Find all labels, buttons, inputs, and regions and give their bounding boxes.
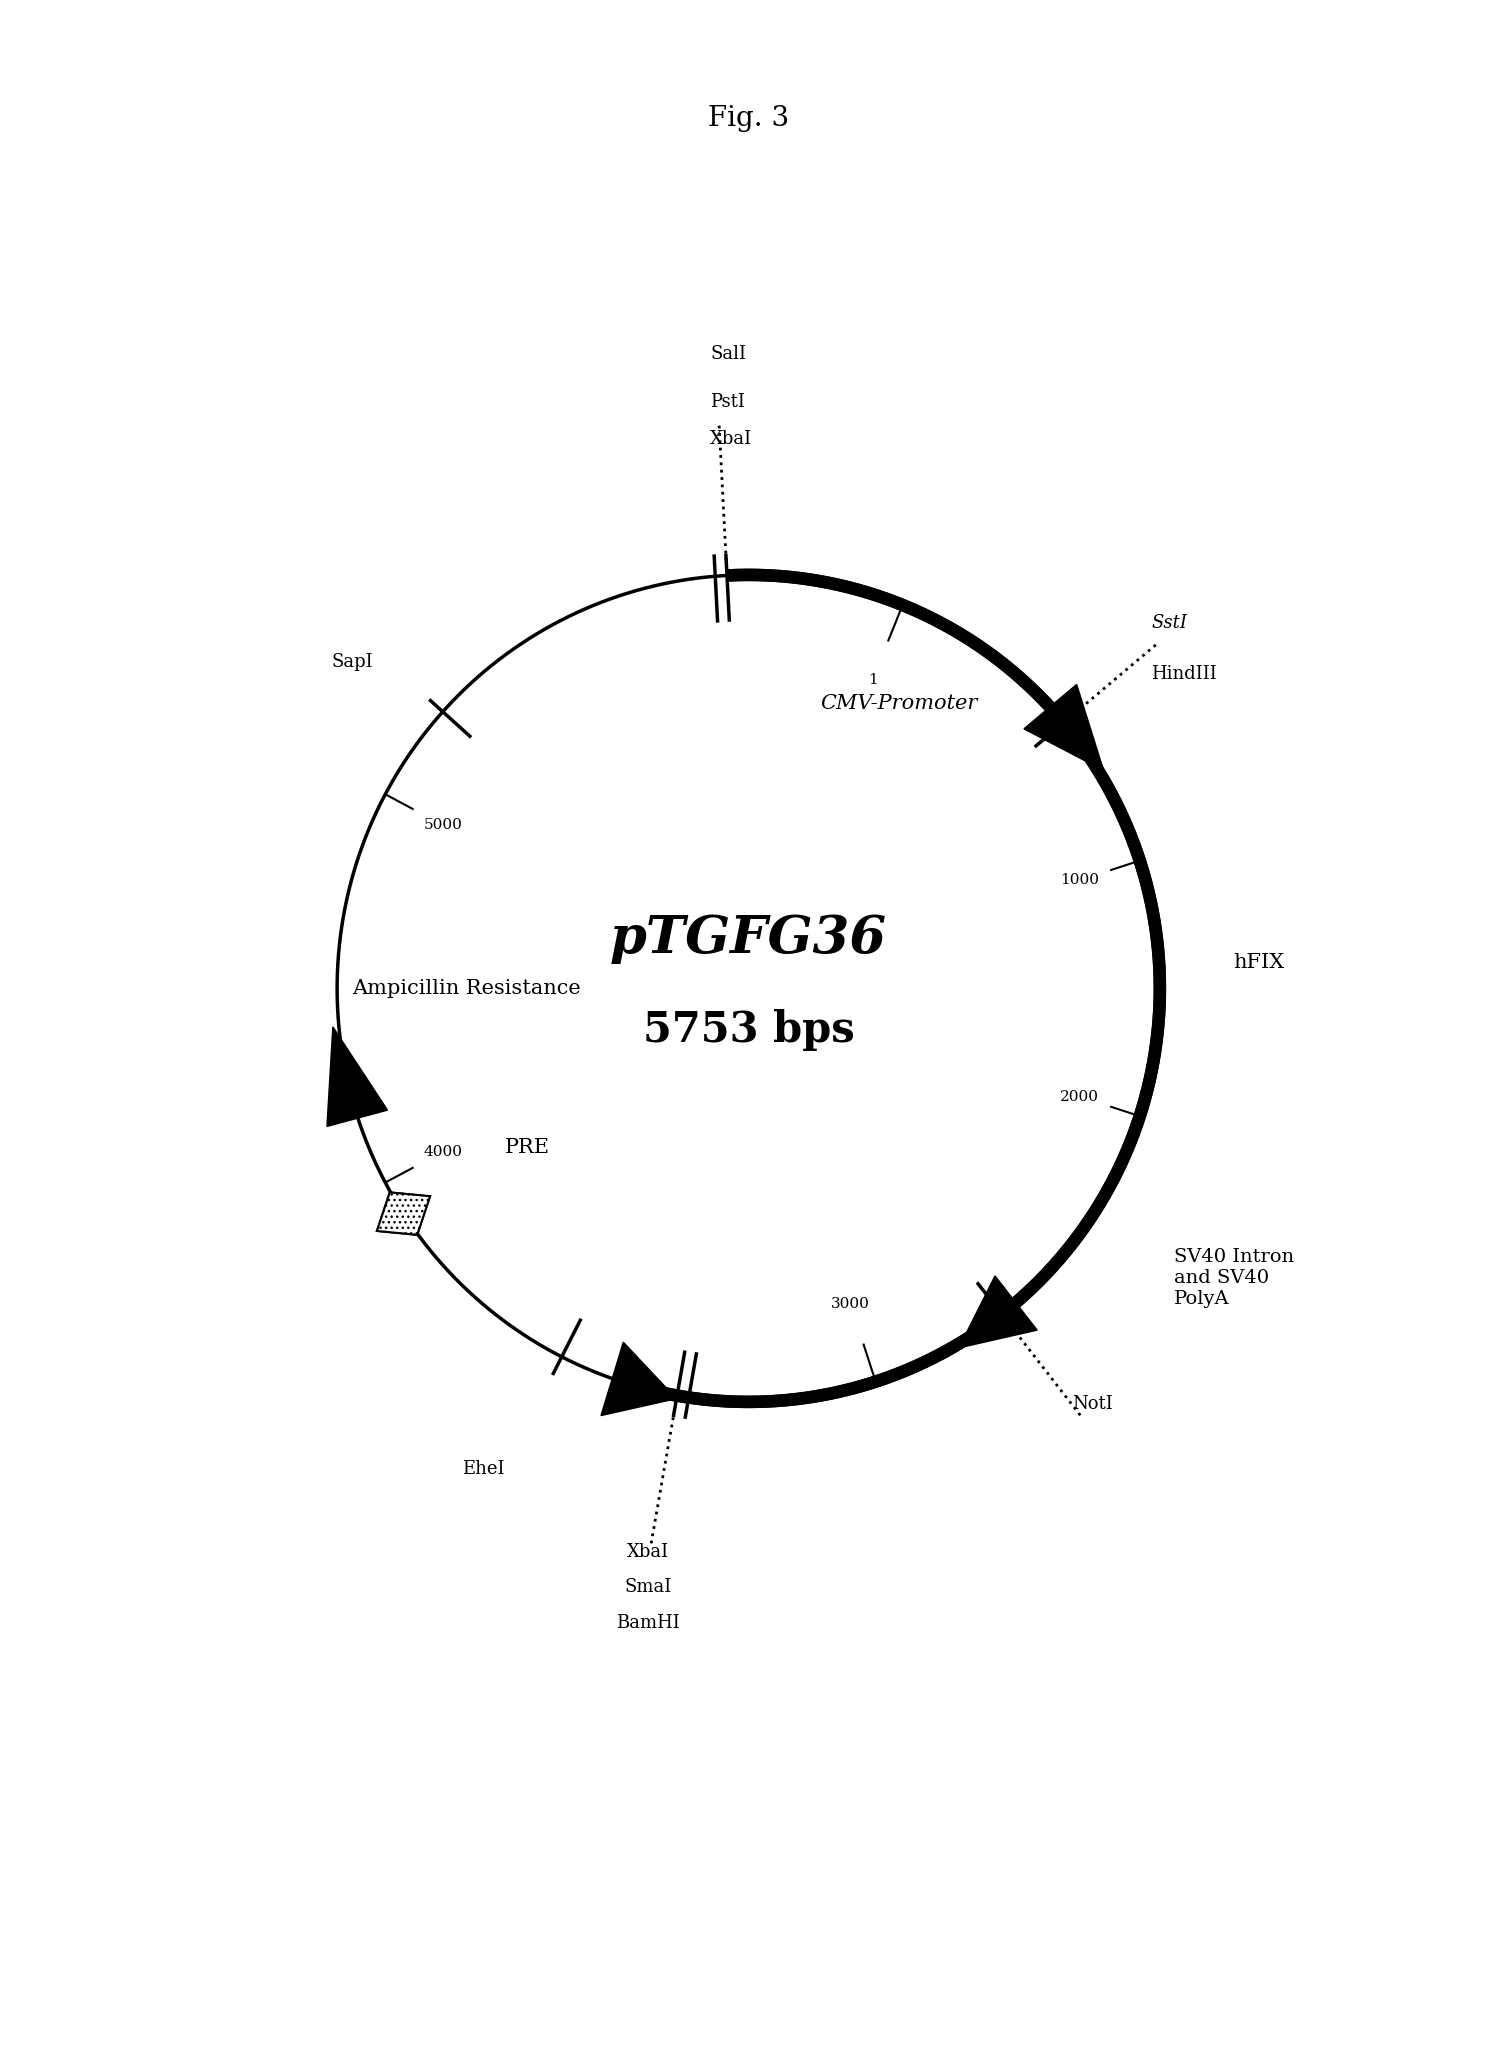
Text: CMV-Promoter: CMV-Promoter — [820, 694, 978, 712]
Text: 5753 bps: 5753 bps — [642, 1008, 855, 1052]
Text: 2000: 2000 — [1060, 1089, 1099, 1103]
Text: pTGFG36: pTGFG36 — [609, 914, 888, 965]
Text: 4000: 4000 — [424, 1144, 463, 1159]
Text: SstI: SstI — [1151, 615, 1187, 632]
Text: 3000: 3000 — [831, 1297, 870, 1311]
Polygon shape — [377, 1192, 430, 1235]
Text: Fig. 3: Fig. 3 — [708, 105, 789, 132]
Polygon shape — [326, 1027, 388, 1126]
Polygon shape — [1024, 685, 1103, 770]
Text: SmaI: SmaI — [624, 1578, 671, 1595]
Text: 1000: 1000 — [1060, 873, 1099, 887]
Text: PRE: PRE — [504, 1138, 549, 1157]
Polygon shape — [377, 1192, 430, 1235]
Text: XbaI: XbaI — [627, 1544, 669, 1562]
Text: SapI: SapI — [331, 652, 373, 671]
Text: EheI: EheI — [463, 1461, 504, 1478]
Text: HindIII: HindIII — [1151, 665, 1217, 683]
Text: BamHI: BamHI — [615, 1613, 680, 1632]
Text: hFIX: hFIX — [1234, 953, 1284, 971]
Polygon shape — [600, 1342, 677, 1416]
Text: SalI: SalI — [710, 346, 746, 362]
Text: PstI: PstI — [710, 393, 746, 412]
Polygon shape — [960, 1276, 1037, 1348]
Text: XbaI: XbaI — [710, 430, 753, 449]
Text: Ampicillin Resistance: Ampicillin Resistance — [352, 980, 581, 998]
Text: NotI: NotI — [1072, 1395, 1112, 1414]
Text: 5000: 5000 — [424, 817, 463, 831]
Text: SV40 Intron
and SV40
PolyA: SV40 Intron and SV40 PolyA — [1174, 1247, 1295, 1307]
Text: 1: 1 — [868, 673, 877, 687]
